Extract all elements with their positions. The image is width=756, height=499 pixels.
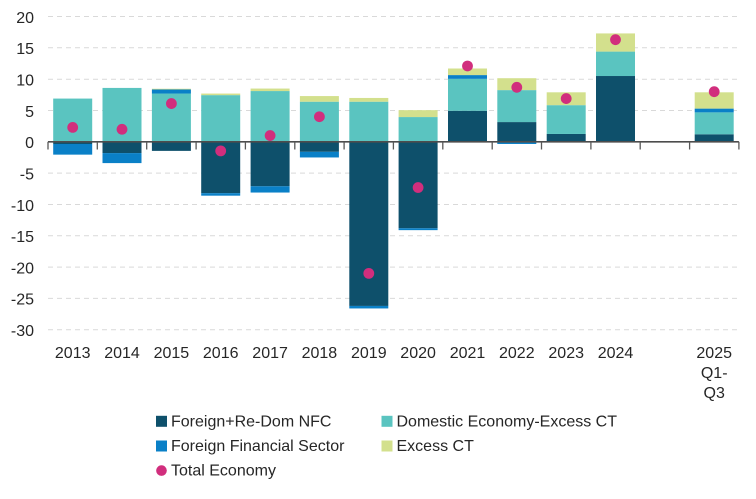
svg-text:Domestic Economy-Excess CT: Domestic Economy-Excess CT (397, 413, 618, 430)
svg-text:2017: 2017 (252, 345, 288, 362)
svg-text:2021: 2021 (450, 345, 486, 362)
svg-text:-5: -5 (20, 166, 34, 183)
svg-text:2023: 2023 (548, 345, 584, 362)
svg-text:2020: 2020 (400, 345, 436, 362)
svg-text:15: 15 (16, 41, 34, 58)
svg-text:5: 5 (25, 104, 34, 121)
svg-text:Q3: Q3 (704, 385, 725, 402)
svg-text:0: 0 (25, 135, 34, 152)
svg-text:Q1-: Q1- (701, 365, 728, 382)
svg-text:20: 20 (16, 10, 34, 27)
svg-text:2016: 2016 (203, 345, 239, 362)
svg-text:2025: 2025 (696, 345, 732, 362)
svg-text:2024: 2024 (598, 345, 634, 362)
svg-text:-30: -30 (11, 323, 34, 340)
svg-text:2022: 2022 (499, 345, 535, 362)
svg-text:2018: 2018 (302, 345, 338, 362)
svg-text:2013: 2013 (55, 345, 91, 362)
svg-text:-15: -15 (11, 229, 34, 246)
svg-text:-20: -20 (11, 260, 34, 277)
svg-text:Total Economy: Total Economy (171, 463, 276, 480)
svg-text:2019: 2019 (351, 345, 387, 362)
svg-text:-25: -25 (11, 292, 34, 309)
svg-text:Excess CT: Excess CT (397, 438, 475, 455)
svg-text:2015: 2015 (154, 345, 190, 362)
svg-text:-10: -10 (11, 198, 34, 215)
svg-text:2014: 2014 (104, 345, 140, 362)
svg-text:Foreign Financial Sector: Foreign Financial Sector (171, 438, 345, 455)
svg-text:10: 10 (16, 73, 34, 90)
svg-text:Foreign+Re-Dom NFC: Foreign+Re-Dom NFC (171, 413, 331, 430)
